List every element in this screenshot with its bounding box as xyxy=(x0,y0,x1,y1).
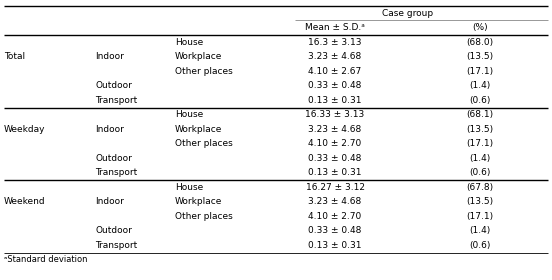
Text: House: House xyxy=(175,110,203,119)
Text: 16.3 ± 3.13: 16.3 ± 3.13 xyxy=(308,38,362,47)
Text: (13.5): (13.5) xyxy=(466,197,493,206)
Text: Transport: Transport xyxy=(95,241,137,250)
Text: 0.33 ± 0.48: 0.33 ± 0.48 xyxy=(309,154,362,163)
Text: Other places: Other places xyxy=(175,67,233,76)
Text: 0.13 ± 0.31: 0.13 ± 0.31 xyxy=(308,241,362,250)
Text: 4.10 ± 2.70: 4.10 ± 2.70 xyxy=(309,139,362,148)
Text: 0.33 ± 0.48: 0.33 ± 0.48 xyxy=(309,81,362,90)
Text: 4.10 ± 2.67: 4.10 ± 2.67 xyxy=(309,67,362,76)
Text: Outdoor: Outdoor xyxy=(95,154,132,163)
Text: Transport: Transport xyxy=(95,168,137,177)
Text: 3.23 ± 4.68: 3.23 ± 4.68 xyxy=(309,197,362,206)
Text: 0.13 ± 0.31: 0.13 ± 0.31 xyxy=(308,96,362,105)
Text: Workplace: Workplace xyxy=(175,52,222,61)
Text: (%): (%) xyxy=(472,23,488,32)
Text: Transport: Transport xyxy=(95,96,137,105)
Text: 0.33 ± 0.48: 0.33 ± 0.48 xyxy=(309,226,362,235)
Text: (1.4): (1.4) xyxy=(469,154,491,163)
Text: (13.5): (13.5) xyxy=(466,52,493,61)
Text: (17.1): (17.1) xyxy=(466,67,493,76)
Text: (68.0): (68.0) xyxy=(466,38,493,47)
Text: 0.13 ± 0.31: 0.13 ± 0.31 xyxy=(308,168,362,177)
Text: Workplace: Workplace xyxy=(175,125,222,134)
Text: 16.33 ± 3.13: 16.33 ± 3.13 xyxy=(305,110,365,119)
Text: (17.1): (17.1) xyxy=(466,212,493,221)
Text: (67.8): (67.8) xyxy=(466,183,493,192)
Text: 16.27 ± 3.12: 16.27 ± 3.12 xyxy=(305,183,364,192)
Text: Outdoor: Outdoor xyxy=(95,81,132,90)
Text: Indoor: Indoor xyxy=(95,125,124,134)
Text: (0.6): (0.6) xyxy=(469,96,491,105)
Text: 3.23 ± 4.68: 3.23 ± 4.68 xyxy=(309,52,362,61)
Text: (13.5): (13.5) xyxy=(466,125,493,134)
Text: Weekend: Weekend xyxy=(4,197,46,206)
Text: Mean ± S.D.ᵃ: Mean ± S.D.ᵃ xyxy=(305,23,365,32)
Text: Other places: Other places xyxy=(175,212,233,221)
Text: Outdoor: Outdoor xyxy=(95,226,132,235)
Text: (1.4): (1.4) xyxy=(469,81,491,90)
Text: Indoor: Indoor xyxy=(95,197,124,206)
Text: Total: Total xyxy=(4,52,25,61)
Text: (0.6): (0.6) xyxy=(469,241,491,250)
Text: ᵃStandard deviation: ᵃStandard deviation xyxy=(4,255,88,264)
Text: House: House xyxy=(175,38,203,47)
Text: (1.4): (1.4) xyxy=(469,226,491,235)
Text: Weekday: Weekday xyxy=(4,125,45,134)
Text: (0.6): (0.6) xyxy=(469,168,491,177)
Text: Other places: Other places xyxy=(175,139,233,148)
Text: Indoor: Indoor xyxy=(95,52,124,61)
Text: (17.1): (17.1) xyxy=(466,139,493,148)
Text: House: House xyxy=(175,183,203,192)
Text: 4.10 ± 2.70: 4.10 ± 2.70 xyxy=(309,212,362,221)
Text: Workplace: Workplace xyxy=(175,197,222,206)
Text: 3.23 ± 4.68: 3.23 ± 4.68 xyxy=(309,125,362,134)
Text: Case group: Case group xyxy=(382,9,433,18)
Text: (68.1): (68.1) xyxy=(466,110,493,119)
